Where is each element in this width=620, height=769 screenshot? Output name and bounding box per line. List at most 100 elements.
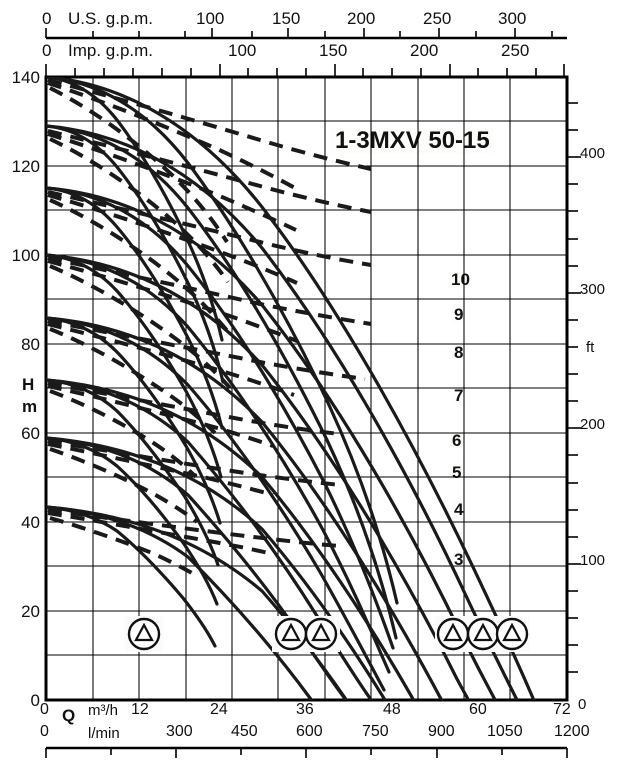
top-axis-imp-title: Imp. g.p.m. — [68, 41, 154, 60]
left-axis-tick-120: 120 — [11, 157, 40, 176]
top-axis-us-tick-0: 0 — [42, 9, 52, 28]
curve-label-6: 6 — [450, 431, 464, 450]
curve-group-dashed — [47, 78, 372, 578]
dash-curve-4a — [47, 439, 341, 487]
bottom-axis-m3h-title: m³/h — [88, 702, 118, 719]
left-axis-tick-100: 100 — [11, 246, 40, 265]
top-axis-us-title: U.S. g.p.m. — [68, 9, 154, 28]
bottom-axis-lmin-tick-0: 0 — [40, 723, 49, 740]
dash-curve-7b — [47, 259, 298, 343]
bottom-axis-m3h-tick-48: 48 — [383, 701, 401, 718]
dash-curve-8b — [47, 193, 298, 285]
dash-curve-9a — [47, 129, 372, 214]
curve-2pump-10 — [46, 77, 399, 605]
top-axis-us-tick-150: 150 — [272, 9, 301, 28]
top-axis-us-tick-250: 250 — [423, 9, 452, 28]
pump-symbol-group-2 — [272, 616, 340, 652]
curve-label-7: 7 — [452, 386, 466, 405]
top-axis-us-tick-100: 100 — [196, 9, 225, 28]
dash-curve-8a — [47, 190, 372, 267]
dash-curve-6a — [47, 319, 366, 381]
left-axis-unit-m: m — [22, 397, 38, 416]
dash-curve-4b — [47, 442, 274, 497]
curve-3pump-9 — [46, 124, 519, 700]
dash-curve-10c — [49, 86, 229, 244]
dash-curve-5c — [49, 389, 198, 479]
curve-3pump-5 — [46, 378, 416, 700]
chart-frame — [44, 75, 569, 702]
bottom-axis-m3h-tick-36: 36 — [296, 701, 314, 718]
curve-3pump-7 — [46, 253, 471, 700]
curve-3pump-8 — [46, 186, 497, 700]
bottom-axis-lmin-tick-300: 300 — [166, 723, 193, 740]
dash-curve-10a — [47, 78, 372, 171]
bottom-axis-lmin-tick-900: 900 — [428, 723, 455, 740]
pump-symbol-group-3 — [435, 616, 530, 652]
bottom-axis-lmin-tick-1050: 1050 — [487, 723, 523, 740]
dash-curve-9b — [47, 132, 297, 232]
bottom-axis-m3h-tick-0: 0 — [40, 701, 49, 718]
curve-1pump-9 — [46, 124, 225, 384]
curve-label-3: 3 — [452, 550, 466, 569]
dash-curve-7c — [49, 264, 232, 390]
dash-curve-3b — [47, 511, 274, 556]
curve-label-9: 9 — [452, 305, 466, 324]
right-axis-tick-0: 0 — [578, 696, 587, 713]
dash-curve-4c — [49, 447, 199, 524]
bottom-axis-symbol-Q: Q — [62, 706, 76, 725]
curve-2pump-7 — [46, 253, 391, 674]
top-axis-imp-tick-100: 100 — [228, 41, 257, 60]
bottom-axis-lmin-tick-1200: 1200 — [554, 723, 590, 740]
bottom-axis-m3h-tick-24: 24 — [210, 701, 228, 718]
curve-3pump-3 — [46, 505, 349, 700]
left-axis-tick-140: 140 — [11, 68, 40, 87]
right-axis-tick-400: 400 — [580, 145, 606, 162]
right-axis-tick-100: 100 — [580, 552, 606, 569]
curve-1pump-8 — [46, 186, 224, 430]
dash-curve-3c — [49, 516, 199, 578]
curve-label-10: 10 — [449, 270, 472, 289]
dash-curve-9c — [49, 137, 230, 284]
left-axis-tick-60: 60 — [21, 424, 40, 443]
bottom-axis-m3h-tick-60: 60 — [469, 701, 487, 718]
curve-2pump-3 — [46, 505, 314, 700]
bottom-axis-lmin-tick-600: 600 — [296, 723, 323, 740]
top-axis-imp-tick-150: 150 — [319, 41, 348, 60]
left-axis-tick-80: 80 — [21, 335, 40, 354]
dash-curve-8c — [49, 198, 231, 335]
dash-curve-6b — [47, 322, 295, 397]
bottom-axis-lmin-title: l/min — [88, 725, 120, 742]
top-axis-imp-ticks — [45, 64, 565, 77]
right-axis-unit-ft: ft — [586, 339, 595, 356]
top-axis-imp-tick-250: 250 — [501, 41, 530, 60]
bottom-axis-m3h-tick-72: 72 — [553, 701, 571, 718]
dash-curve-3a — [47, 508, 341, 548]
curve-3pump-6 — [46, 316, 444, 700]
chart-gridlines — [46, 77, 567, 700]
right-axis-ticks — [567, 102, 581, 673]
left-axis-tick-40: 40 — [21, 513, 40, 532]
bottom-axis-m3h-tick-12: 12 — [131, 701, 149, 718]
dash-curve-5a — [47, 381, 341, 436]
curve-label-8: 8 — [452, 343, 466, 362]
bottom-axis-lmin-ticks — [45, 748, 568, 758]
pump-symbol-group-1 — [125, 616, 163, 652]
right-axis-tick-200: 200 — [580, 416, 606, 433]
bottom-axis-lmin-tick-750: 750 — [362, 723, 389, 740]
dash-curve-7a — [47, 256, 372, 326]
left-axis-symbol-H: H — [22, 375, 35, 394]
right-axis-tick-300: 300 — [580, 281, 606, 298]
top-axis-us-tick-300: 300 — [498, 9, 527, 28]
top-axis-us-ticks — [45, 28, 553, 38]
left-axis-tick-20: 20 — [21, 602, 40, 621]
top-axis-imp-tick-200: 200 — [410, 41, 439, 60]
curve-1pump-5 — [46, 378, 220, 567]
left-axis-tick-0: 0 — [30, 691, 40, 710]
top-axis-us-tick-200: 200 — [347, 9, 376, 28]
top-axis-imp-tick-0: 0 — [42, 41, 52, 60]
dash-curve-6c — [49, 327, 217, 435]
dash-curve-5b — [47, 384, 274, 448]
bottom-axis-lmin-tick-450: 450 — [231, 723, 258, 740]
